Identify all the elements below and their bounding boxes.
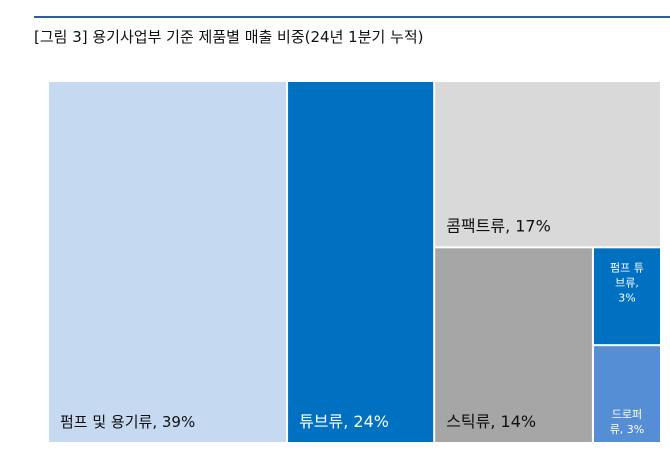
- treemap-tile: [593, 248, 660, 345]
- treemap-tile: [49, 82, 287, 442]
- figure-title: [그림 3] 용기사업부 기준 제품별 매출 비중(24년 1분기 누적): [34, 28, 424, 46]
- tile-label: 콤팩트류, 17%: [446, 216, 551, 235]
- tile-label: 펌프 및 용기류, 39%: [60, 413, 195, 431]
- treemap-tile: [435, 248, 592, 442]
- treemap-tile: [435, 82, 660, 247]
- tile-label: 펌프 튜 브류, 3%: [610, 261, 644, 304]
- title-rule: [34, 16, 670, 18]
- treemap-tile: [288, 82, 434, 442]
- tile-label: 드로퍼 류, 3%: [610, 408, 645, 436]
- tile-label: 스틱류, 14%: [446, 412, 536, 431]
- treemap-tile: [593, 346, 660, 442]
- tile-label: 튜브류, 24%: [299, 412, 389, 431]
